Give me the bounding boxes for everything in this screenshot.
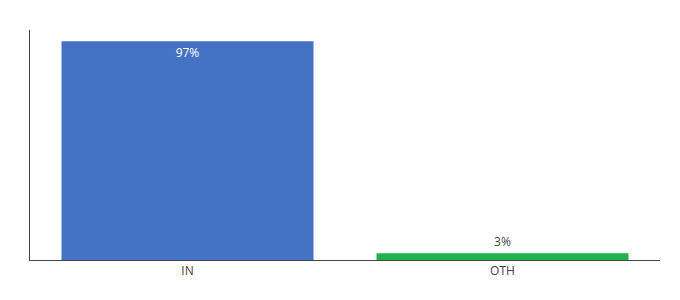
svg-text:97%: 97%	[176, 44, 200, 61]
svg-text:3%: 3%	[494, 233, 511, 250]
svg-text:OTH: OTH	[490, 262, 515, 279]
svg-text:IN: IN	[181, 262, 193, 279]
